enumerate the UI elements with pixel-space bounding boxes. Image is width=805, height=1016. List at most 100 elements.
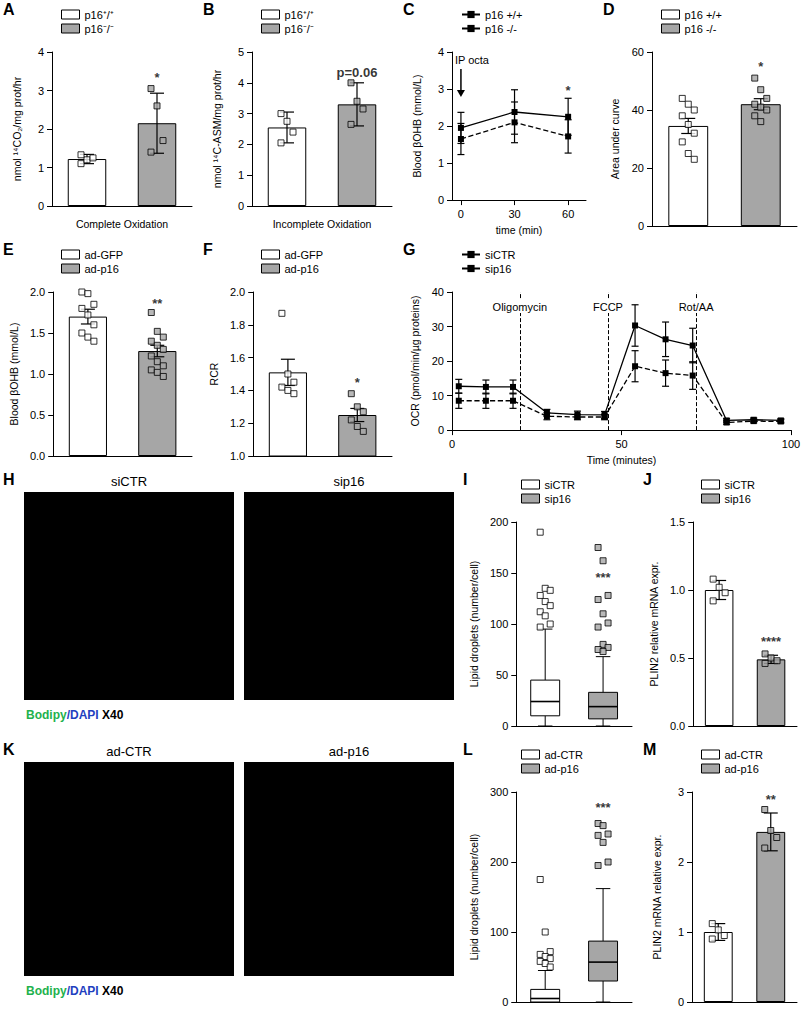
- svg-text:0: 0: [438, 424, 444, 436]
- svg-text:ad-p16: ad-p16: [545, 763, 579, 775]
- svg-text:100: 100: [782, 438, 800, 450]
- svg-text:40: 40: [632, 104, 644, 116]
- svg-text:3: 3: [678, 786, 684, 798]
- svg-text:OCR (pmol/min/µg proteins): OCR (pmol/min/µg proteins): [409, 296, 421, 427]
- svg-text:0: 0: [238, 200, 244, 212]
- svg-text:Incomplete Oxidation: Incomplete Oxidation: [273, 218, 372, 230]
- svg-text:1: 1: [678, 926, 684, 938]
- svg-text:ad-p16: ad-p16: [85, 263, 119, 275]
- svg-text:p16 +/+: p16 +/+: [685, 9, 722, 21]
- svg-text:Blood βOHB (mmol/L): Blood βOHB (mmol/L): [8, 323, 20, 426]
- svg-text:*: *: [355, 375, 361, 390]
- svg-text:1.8: 1.8: [230, 319, 245, 331]
- svg-text:2: 2: [678, 856, 684, 868]
- svg-text:p16⁻/⁻: p16⁻/⁻: [285, 23, 314, 35]
- svg-text:siCTR: siCTR: [545, 479, 576, 491]
- svg-text:p16 -/-: p16 -/-: [485, 23, 517, 35]
- svg-text:1.5: 1.5: [30, 327, 45, 339]
- svg-text:3: 3: [238, 108, 244, 120]
- svg-text:ad-CTR: ad-CTR: [725, 749, 764, 761]
- svg-text:0: 0: [449, 438, 455, 450]
- svg-text:sip16: sip16: [725, 493, 751, 505]
- svg-text:2: 2: [238, 138, 244, 150]
- svg-text:5: 5: [238, 46, 244, 58]
- svg-text:ad-GFP: ad-GFP: [285, 249, 324, 261]
- svg-text:ad-GFP: ad-GFP: [85, 249, 124, 261]
- svg-text:60: 60: [562, 208, 574, 220]
- svg-text:0.0: 0.0: [30, 450, 45, 462]
- svg-text:*: *: [154, 70, 160, 85]
- svg-text:***: ***: [595, 800, 611, 815]
- svg-text:10: 10: [432, 390, 444, 402]
- svg-text:p16⁻/⁻: p16⁻/⁻: [85, 23, 114, 35]
- svg-text:40: 40: [432, 286, 444, 298]
- svg-text:*: *: [566, 83, 572, 98]
- svg-text:p16⁺/⁺: p16⁺/⁺: [285, 9, 314, 21]
- svg-text:60: 60: [632, 46, 644, 58]
- svg-text:sip16: sip16: [545, 493, 571, 505]
- svg-text:FCCP: FCCP: [593, 301, 623, 313]
- svg-text:1.0: 1.0: [230, 450, 245, 462]
- svg-text:sip16: sip16: [485, 263, 511, 275]
- svg-text:1.4: 1.4: [230, 384, 245, 396]
- svg-text:300: 300: [490, 786, 508, 798]
- svg-text:**: **: [152, 296, 163, 311]
- svg-text:0: 0: [638, 220, 644, 232]
- svg-text:50: 50: [496, 669, 508, 681]
- svg-text:3: 3: [438, 83, 444, 95]
- svg-text:Time (minutes): Time (minutes): [587, 454, 657, 466]
- svg-text:150: 150: [490, 567, 508, 579]
- svg-text:20: 20: [432, 355, 444, 367]
- svg-text:0: 0: [502, 720, 508, 732]
- svg-text:2: 2: [438, 120, 444, 132]
- svg-text:0.0: 0.0: [670, 720, 685, 732]
- svg-text:PLIN2 mRNA relative expr.: PLIN2 mRNA relative expr.: [651, 835, 663, 960]
- svg-text:2.0: 2.0: [30, 286, 45, 298]
- svg-text:**: **: [766, 792, 777, 807]
- svg-text:3: 3: [38, 85, 44, 97]
- svg-text:4: 4: [238, 77, 244, 89]
- svg-text:1.0: 1.0: [670, 584, 685, 596]
- svg-text:Rot/AA: Rot/AA: [679, 301, 715, 313]
- svg-text:0.5: 0.5: [30, 409, 45, 421]
- svg-text:Area under curve: Area under curve: [609, 99, 621, 180]
- svg-text:100: 100: [490, 926, 508, 938]
- svg-text:0: 0: [438, 194, 444, 206]
- svg-text:1: 1: [238, 169, 244, 181]
- svg-text:20: 20: [632, 162, 644, 174]
- svg-text:1.2: 1.2: [230, 417, 245, 429]
- svg-text:0.5: 0.5: [670, 652, 685, 664]
- svg-text:Lipid droplets (number/cell): Lipid droplets (number/cell): [468, 561, 480, 688]
- svg-text:30: 30: [432, 321, 444, 333]
- svg-text:200: 200: [490, 516, 508, 528]
- svg-text:p16 -/-: p16 -/-: [685, 23, 717, 35]
- svg-text:Oligomycin: Oligomycin: [493, 301, 547, 313]
- svg-text:*: *: [758, 59, 764, 74]
- svg-text:30: 30: [508, 208, 520, 220]
- svg-text:ad-p16: ad-p16: [285, 263, 319, 275]
- svg-text:50: 50: [615, 438, 627, 450]
- svg-text:nmol ¹⁴CO₂/mg prot/hr: nmol ¹⁴CO₂/mg prot/hr: [11, 76, 23, 181]
- svg-text:1.6: 1.6: [230, 352, 245, 364]
- svg-text:ad-CTR: ad-CTR: [545, 749, 584, 761]
- svg-text:100: 100: [490, 618, 508, 630]
- svg-text:2: 2: [38, 123, 44, 135]
- svg-text:***: ***: [595, 570, 611, 585]
- svg-text:ad-p16: ad-p16: [725, 763, 759, 775]
- svg-text:PLIN2 relative mRNA expr.: PLIN2 relative mRNA expr.: [648, 562, 660, 687]
- svg-text:1.5: 1.5: [670, 516, 685, 528]
- svg-text:Complete Oxidation: Complete Oxidation: [76, 218, 168, 230]
- svg-text:4: 4: [438, 46, 444, 58]
- svg-text:Lipid droplets (number/cell): Lipid droplets (number/cell): [468, 834, 480, 961]
- svg-text:2.0: 2.0: [230, 286, 245, 298]
- svg-text:Blood βOHB (mmol/L): Blood βOHB (mmol/L): [411, 75, 423, 178]
- svg-text:p16 +/+: p16 +/+: [485, 9, 522, 21]
- svg-text:0: 0: [458, 208, 464, 220]
- svg-text:1: 1: [38, 162, 44, 174]
- svg-text:RCR: RCR: [208, 362, 220, 385]
- svg-text:IP octa: IP octa: [455, 54, 490, 66]
- svg-text:0: 0: [38, 200, 44, 212]
- svg-text:200: 200: [490, 856, 508, 868]
- svg-text:****: ****: [761, 634, 782, 649]
- svg-text:nmol ¹⁴C-ASM/mg prot/hr: nmol ¹⁴C-ASM/mg prot/hr: [211, 69, 223, 188]
